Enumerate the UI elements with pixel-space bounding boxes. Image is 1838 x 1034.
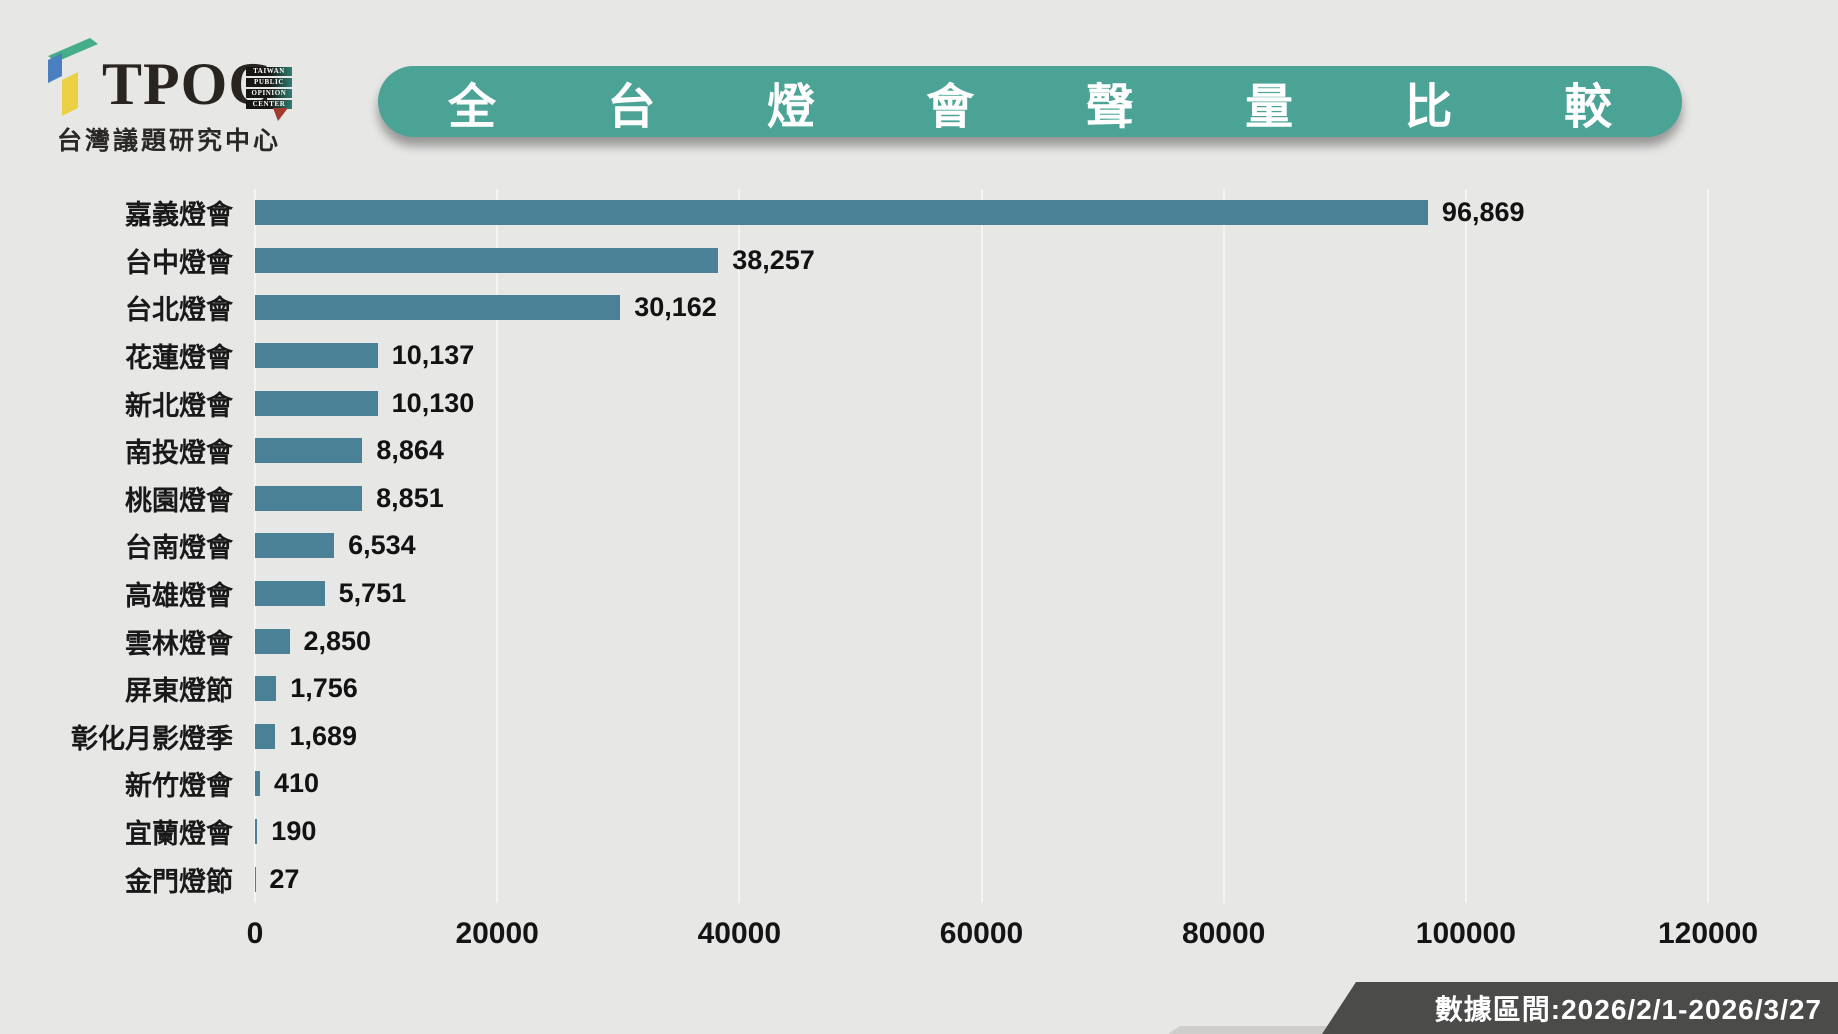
chart-row: 屏東燈節 1,756	[125, 665, 1708, 713]
category-label: 新北燈會	[125, 390, 233, 421]
bar	[255, 581, 325, 607]
category-label: 新竹燈會	[125, 771, 233, 802]
value-label: 30,162	[634, 292, 717, 323]
title-char: 較	[1563, 80, 1612, 134]
date-range-banner: 數據區間:2026/2/1-2026/3/27	[1322, 982, 1838, 1034]
x-tick-label: 120000	[1657, 917, 1759, 950]
category-label: 嘉義燈會	[125, 200, 233, 231]
x-tick-label: 100000	[1415, 917, 1516, 950]
value-label: 1,756	[290, 673, 358, 704]
x-tick-label: 60000	[939, 917, 1024, 950]
bar	[255, 533, 335, 559]
bar	[255, 819, 258, 845]
chart-row: 南投燈會 8,864	[125, 427, 1708, 475]
category-label: 金門燈節	[125, 866, 233, 897]
chart-row: 台北燈會 30,162	[125, 284, 1708, 332]
chart-row: 嘉義燈會 96,869	[125, 189, 1708, 237]
chart-row: 新竹燈會 410	[125, 760, 1708, 808]
x-tick-label: 20000	[455, 917, 539, 950]
chart-row: 彰化月影燈季 1,689	[71, 713, 1708, 761]
gridline	[1464, 189, 1467, 903]
title-char: 台	[607, 80, 656, 134]
category-label: 南投燈會	[125, 438, 233, 469]
chart-row: 台南燈會 6,534	[125, 522, 1708, 570]
value-label: 2,850	[303, 625, 372, 656]
title-char: 會	[926, 80, 975, 134]
tpoc-logo-mark-icon	[48, 38, 98, 116]
tpoc-stack-word: OPINION	[246, 89, 292, 98]
gridline	[496, 189, 499, 903]
x-tick-label: 0	[246, 917, 264, 950]
date-range-label: 數據區間:2026/2/1-2026/3/27	[1434, 994, 1822, 1025]
category-label: 台南燈會	[125, 533, 233, 564]
bar	[255, 200, 1428, 226]
value-label: 190	[271, 816, 317, 847]
x-tick-label: 80000	[1181, 917, 1266, 950]
bar	[255, 438, 363, 464]
title-char: 燈	[766, 80, 815, 134]
title-char: 全	[448, 80, 497, 134]
tpoc-stack: TAIWAN PUBLIC OPINION CENTER	[246, 67, 292, 111]
bar	[255, 676, 277, 702]
category-label: 雲林燈會	[125, 628, 233, 659]
gridline	[1707, 189, 1709, 903]
bar-rows: 嘉義燈會 96,869 台中燈會 38,257 台北燈會 30,162 花蓮燈會…	[71, 189, 1708, 903]
bar	[255, 771, 260, 797]
bar	[255, 343, 378, 369]
value-label: 5,751	[338, 578, 407, 609]
value-label: 6,534	[348, 530, 416, 561]
title-char: 量	[1245, 80, 1294, 134]
gridline	[980, 189, 983, 903]
tpoc-logo-subtitle: 台灣議題研究中心	[57, 127, 282, 155]
x-axis: 0 20000 40000 60000 80000 100000 120000	[247, 917, 1758, 959]
chart-row: 雲林燈會 2,850	[125, 617, 1708, 665]
category-label: 宜蘭燈會	[125, 819, 233, 850]
bar	[255, 295, 621, 321]
category-label: 桃園燈會	[125, 485, 233, 516]
footer-accent-strip	[1168, 1026, 1418, 1034]
chart-row: 新北燈會 10,130	[125, 379, 1708, 427]
gridline	[1222, 189, 1225, 903]
value-label: 8,851	[376, 482, 444, 513]
bar	[255, 485, 363, 511]
chart-row: 花蓮燈會 10,137	[125, 332, 1708, 380]
gridline	[738, 189, 741, 903]
chart-row: 金門燈節 27	[125, 855, 1708, 903]
bar	[255, 723, 276, 749]
tpoc-flag-icon	[273, 108, 288, 121]
title-char: 比	[1404, 80, 1453, 134]
chart-row: 台中燈會 38,257	[125, 237, 1708, 285]
value-label: 1,689	[289, 720, 358, 751]
category-label: 彰化月影燈季	[71, 723, 233, 754]
category-label: 台中燈會	[125, 247, 233, 278]
category-label: 花蓮燈會	[125, 343, 233, 374]
value-label: 10,137	[391, 340, 475, 371]
bar	[255, 390, 378, 416]
chart-title-banner: 全 台 燈 會 聲 量 比 較	[378, 66, 1682, 137]
value-label: 8,864	[376, 435, 444, 466]
tpoc-stack-word: TAIWAN	[246, 67, 292, 76]
value-label: 10,130	[391, 387, 475, 418]
value-label: 27	[269, 863, 300, 894]
bar	[255, 628, 290, 654]
category-label: 台北燈會	[125, 295, 233, 326]
tpoc-stack-word: PUBLIC	[246, 78, 292, 87]
title-char: 聲	[1085, 80, 1134, 134]
value-label: 410	[273, 768, 320, 799]
chart-row: 高雄燈會 5,751	[125, 570, 1708, 618]
value-label: 38,257	[732, 244, 815, 275]
category-label: 屏東燈節	[125, 676, 233, 707]
tpoc-stack-word: CENTER	[246, 100, 292, 109]
x-tick-label: 40000	[697, 917, 782, 950]
chart-row: 桃園燈會 8,851	[125, 475, 1708, 523]
tpoc-brand-text: TPOC	[102, 51, 273, 117]
category-label: 高雄燈會	[125, 581, 233, 612]
value-label: 96,869	[1441, 197, 1525, 228]
chart-row: 宜蘭燈會 190	[125, 808, 1708, 856]
bar	[255, 247, 719, 273]
